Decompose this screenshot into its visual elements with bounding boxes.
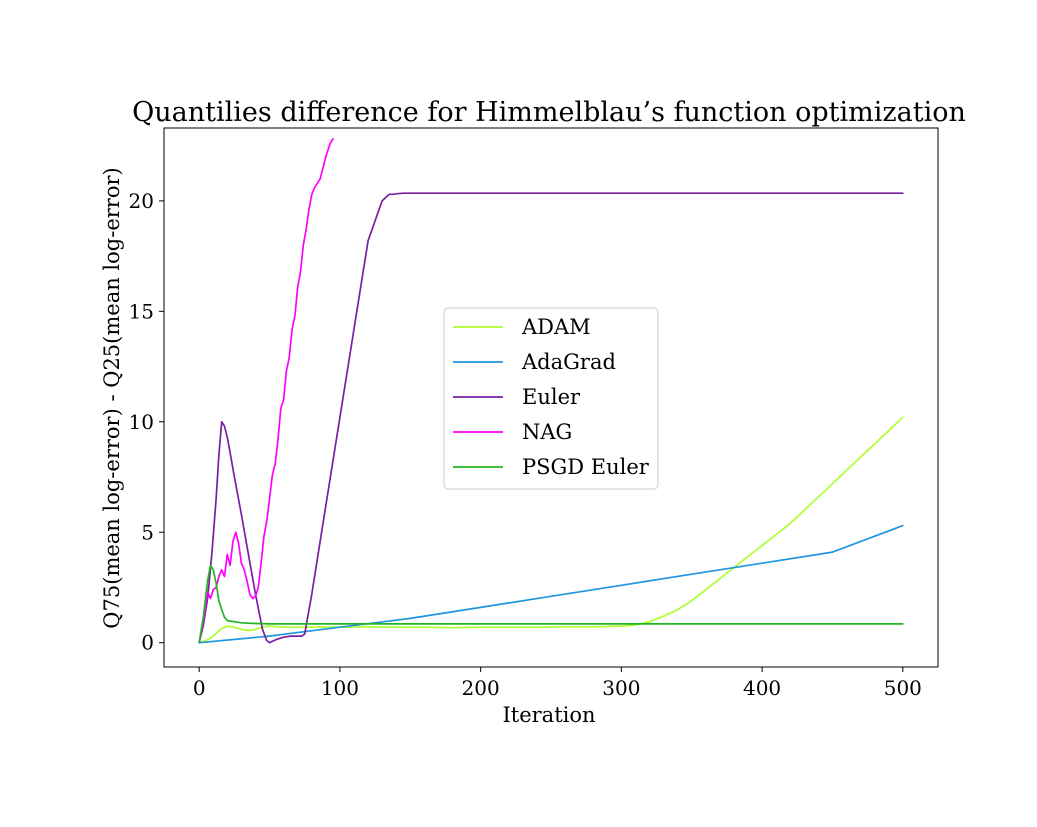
x-tick-label: 300 xyxy=(602,676,640,700)
legend-label: AdaGrad xyxy=(521,350,616,374)
series-line-4 xyxy=(198,564,904,644)
y-tick-label: 20 xyxy=(129,189,154,213)
x-tick-label: 500 xyxy=(884,676,922,700)
x-axis-label: Iteration xyxy=(502,703,595,727)
legend-label: Euler xyxy=(522,385,581,409)
chart-title: Quantilies difference for Himmelblau’s f… xyxy=(132,97,966,128)
series-line-0 xyxy=(198,416,904,644)
x-tick-label: 400 xyxy=(743,676,781,700)
series-layer xyxy=(198,138,904,644)
y-tick-label: 15 xyxy=(129,299,154,323)
y-axis: 0 5 10 15 20 xyxy=(129,189,164,655)
legend-label: NAG xyxy=(522,420,572,444)
y-tick-label: 0 xyxy=(141,631,154,655)
plot-frame xyxy=(163,127,939,668)
legend-box xyxy=(443,307,659,490)
x-tick-label: 100 xyxy=(321,676,359,700)
series-line-3 xyxy=(198,138,334,644)
series-line-1 xyxy=(198,524,904,644)
legend: ADAM AdaGrad Euler NAG PSGD Euler xyxy=(443,307,659,490)
legend-label: ADAM xyxy=(521,315,591,339)
y-tick-label: 10 xyxy=(129,410,154,434)
legend-label: PSGD Euler xyxy=(522,455,650,479)
x-tick-label: 200 xyxy=(462,676,500,700)
y-tick-label: 5 xyxy=(141,520,154,544)
y-axis-label: Q75(mean log-error) - Q25(mean log-error… xyxy=(100,167,124,628)
x-axis: 0 100 200 300 400 500 xyxy=(193,667,922,700)
series-line-2 xyxy=(198,192,904,644)
x-tick-label: 0 xyxy=(193,676,206,700)
